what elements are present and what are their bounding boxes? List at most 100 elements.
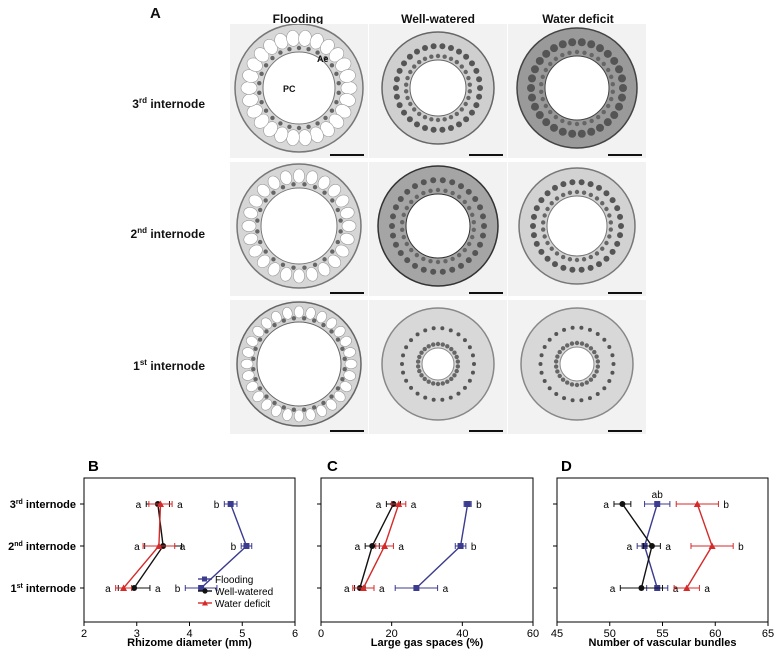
significance-letter: b <box>738 542 744 553</box>
significance-letter: a <box>443 584 449 595</box>
panel-letter: B <box>88 458 99 475</box>
series-well-watered: a a a <box>344 500 401 595</box>
micrograph-flooding-2nd-internode <box>230 162 368 296</box>
significance-letter: b <box>175 584 181 595</box>
scale-bar <box>608 154 642 156</box>
x-tick-label: 45 <box>551 628 563 640</box>
series-flooding: b b b <box>175 500 253 595</box>
data-point <box>683 584 691 591</box>
significance-letter: b <box>214 500 220 511</box>
series-water-deficit: a a a <box>105 500 186 595</box>
data-point <box>619 501 626 507</box>
annotation-aerenchyma: Ae <box>317 54 329 64</box>
x-tick-label: 55 <box>656 628 668 640</box>
row-header-3rd-internode: 3rd internode <box>132 96 205 111</box>
data-point <box>708 542 716 549</box>
x-axis-label: Rhizome diameter (mm) <box>127 637 252 649</box>
plot-frame <box>320 477 534 623</box>
panel-letter-a: A <box>150 5 161 22</box>
chart-panel-c: C 0 20 40 60 Large gas spaces (%) b b a a a a a a a <box>317 458 539 649</box>
significance-letter: a <box>180 542 186 553</box>
significance-letter: a <box>665 542 671 553</box>
scale-bar <box>608 292 642 294</box>
significance-letter: a <box>344 584 350 595</box>
annotation-pith-cavity: PC <box>283 84 296 94</box>
significance-letter: a <box>411 500 417 511</box>
significance-letter: a <box>379 584 385 595</box>
series-water-deficit: a a a <box>352 500 417 595</box>
data-point <box>131 585 138 591</box>
significance-letter: a <box>376 500 382 511</box>
x-tick-label: 4 <box>186 628 192 640</box>
panel-letter: C <box>327 458 338 475</box>
micrograph-well-watered-1st-internode <box>369 300 507 434</box>
data-point <box>243 543 250 549</box>
significance-letter: a <box>155 584 161 595</box>
scale-bar <box>330 154 364 156</box>
legend-label: Well-watered <box>215 587 273 598</box>
x-tick-label: 2 <box>81 628 87 640</box>
scale-bar <box>469 292 503 294</box>
data-point <box>638 585 645 591</box>
x-tick-label: 60 <box>709 628 721 640</box>
x-tick-label: 20 <box>386 628 398 640</box>
legend-marker <box>202 576 207 582</box>
legend-marker <box>202 588 208 594</box>
significance-letter: a <box>398 542 404 553</box>
significance-letter: a <box>134 542 140 553</box>
chart-panel-d: D 45 50 55 60 65 Number of vascular bundles a b a… <box>551 458 774 649</box>
column-header-flooding: Flooding <box>272 12 324 26</box>
significance-letter: a <box>704 584 710 595</box>
data-point <box>359 584 367 591</box>
scale-bar <box>469 430 503 432</box>
significance-letter: a <box>673 584 679 595</box>
significance-letter: a <box>610 584 616 595</box>
row-header-1st-internode: 1st internode <box>133 358 205 373</box>
data-point <box>457 543 464 549</box>
panel-letter: D <box>561 458 572 475</box>
micrograph-well-watered-2nd-internode <box>369 162 507 296</box>
x-axis-label: Large gas spaces (%) <box>371 637 484 649</box>
data-point <box>156 500 164 507</box>
data-point <box>654 501 661 507</box>
data-point <box>369 543 376 549</box>
y-tick-label: 2nd internode <box>8 541 76 553</box>
data-point <box>381 542 389 549</box>
significance-letter: a <box>603 500 609 511</box>
row-header-2nd-internode: 2nd internode <box>130 226 205 241</box>
x-tick-label: 50 <box>604 628 616 640</box>
series-well-watered: a a a <box>117 500 183 595</box>
x-tick-label: 5 <box>239 628 245 640</box>
data-point <box>464 501 471 507</box>
micrograph-water-deficit-1st-internode <box>508 300 646 434</box>
micrograph-water-deficit-3rd-internode <box>508 24 646 158</box>
micrograph-well-watered-3rd-internode <box>369 24 507 158</box>
x-tick-label: 0 <box>318 628 324 640</box>
chart-panel-b: B 2 3 4 5 6 Rhizome diameter (mm) b b b a a a a a a Floo… <box>80 458 298 649</box>
significance-letter: a <box>105 584 111 595</box>
series-flooding: b b a <box>394 500 482 595</box>
significance-letter: b <box>231 542 237 553</box>
significance-letter: a <box>355 542 361 553</box>
micrograph-flooding-3rd-internode <box>230 24 368 158</box>
scale-bar <box>330 292 364 294</box>
series-water-deficit: b b a <box>673 500 744 595</box>
series-well-watered: a a a <box>603 500 671 595</box>
x-axis-label: Number of vascular bundles <box>589 637 737 649</box>
data-point <box>155 542 163 549</box>
legend-label: Water deficit <box>215 599 270 610</box>
x-tick-label: 40 <box>456 628 468 640</box>
data-point <box>198 585 205 591</box>
x-tick-label: 60 <box>527 628 539 640</box>
column-header-water-deficit: Water deficit <box>542 12 614 26</box>
y-tick-label: 3rd internode <box>10 499 76 511</box>
data-point <box>120 584 128 591</box>
significance-letter: b <box>723 500 729 511</box>
x-tick-label: 65 <box>762 628 774 640</box>
scale-bar <box>469 154 503 156</box>
micrograph-flooding-1st-internode <box>230 300 368 434</box>
data-point <box>413 585 420 591</box>
x-tick-label: 3 <box>134 628 140 640</box>
data-point <box>395 500 403 507</box>
